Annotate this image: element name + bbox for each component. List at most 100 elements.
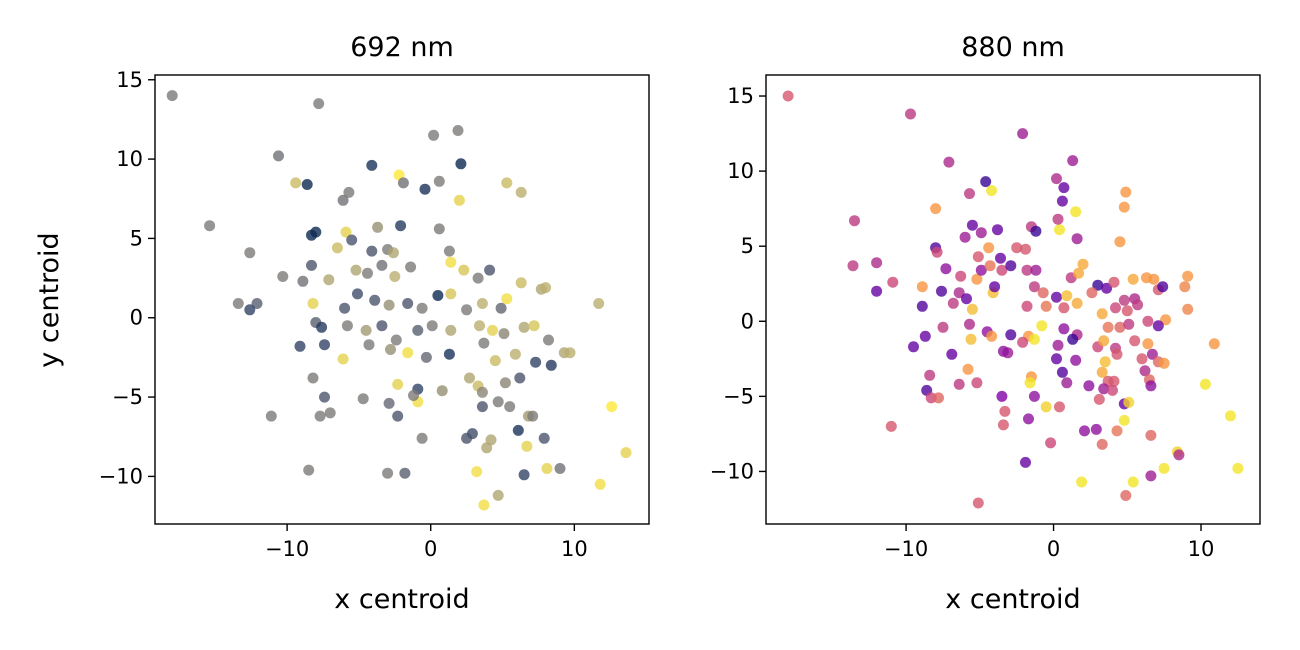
- data-point: [971, 273, 983, 285]
- data-point: [1058, 302, 1070, 314]
- data-point: [504, 401, 516, 413]
- data-point: [966, 219, 978, 231]
- data-point: [461, 432, 473, 444]
- data-point: [1020, 456, 1031, 468]
- data-point: [1040, 300, 1052, 312]
- data-point: [1182, 303, 1194, 315]
- data-point: [971, 377, 983, 389]
- data-point: [1118, 414, 1130, 426]
- data-point: [1079, 425, 1090, 437]
- data-point: [528, 320, 540, 332]
- data-point: [360, 324, 372, 336]
- data-point: [476, 386, 488, 398]
- data-point: [1071, 233, 1083, 245]
- data-point: [1118, 201, 1130, 213]
- data-point: [464, 372, 475, 384]
- data-point: [277, 271, 289, 282]
- data-point: [919, 330, 931, 342]
- data-point: [975, 264, 987, 276]
- data-point: [251, 298, 263, 309]
- data-point: [476, 298, 488, 309]
- y-tick-label: 5: [130, 226, 143, 250]
- data-point: [405, 261, 417, 273]
- data-point: [376, 259, 388, 271]
- data-point: [402, 298, 414, 309]
- y-axis-label-692nm: y centroid: [34, 232, 65, 367]
- data-point: [1108, 375, 1120, 387]
- data-point: [366, 245, 378, 257]
- x-tick-label: −10: [884, 537, 928, 561]
- data-point: [1101, 282, 1113, 294]
- x-axis-label-692nm: x centroid: [334, 584, 469, 615]
- data-point: [997, 419, 1009, 431]
- data-point: [983, 242, 995, 254]
- data-point: [1011, 242, 1023, 254]
- y-ticks-692nm: −10 −5 0 5 10 15: [99, 68, 155, 488]
- plot-frame-880nm: [765, 74, 1261, 525]
- data-point: [461, 304, 473, 316]
- data-point: [916, 281, 928, 293]
- y-tick-label: 10: [727, 159, 754, 183]
- data-point: [372, 221, 384, 233]
- data-point: [989, 281, 1001, 293]
- data-point: [313, 98, 325, 110]
- data-point: [499, 377, 511, 389]
- data-point: [1028, 281, 1040, 293]
- data-point: [337, 194, 349, 206]
- data-point: [1107, 384, 1118, 396]
- data-point: [331, 242, 343, 254]
- data-point: [501, 177, 513, 189]
- data-point: [908, 341, 919, 353]
- data-point: [357, 393, 369, 405]
- data-point: [1054, 401, 1065, 413]
- data-point: [947, 297, 959, 309]
- data-point: [389, 271, 401, 282]
- data-point: [541, 463, 553, 474]
- data-point: [916, 300, 928, 312]
- data-point: [996, 264, 1008, 276]
- data-point: [294, 340, 306, 352]
- data-point: [376, 320, 388, 332]
- data-point: [1051, 353, 1062, 365]
- data-point: [1158, 462, 1170, 474]
- data-point: [1123, 318, 1135, 330]
- data-point: [606, 401, 618, 413]
- data-point: [545, 359, 557, 371]
- data-point: [1098, 383, 1110, 395]
- data-point: [509, 348, 521, 360]
- data-point: [383, 299, 395, 311]
- data-point: [1077, 258, 1089, 270]
- data-point: [1052, 213, 1064, 225]
- data-point: [905, 108, 916, 120]
- data-point: [1160, 314, 1172, 326]
- data-point: [1179, 281, 1191, 293]
- data-point: [1132, 299, 1144, 311]
- x-tick-label: 0: [424, 537, 437, 561]
- data-point: [1123, 396, 1135, 408]
- data-point: [1028, 390, 1040, 402]
- data-point: [1023, 413, 1034, 425]
- data-point: [1005, 329, 1017, 341]
- data-point: [540, 282, 552, 294]
- data-point: [426, 320, 438, 332]
- x-ticks-880nm: −10 0 10: [884, 524, 1214, 561]
- data-point: [930, 203, 942, 215]
- data-point: [924, 369, 936, 381]
- data-point: [1114, 321, 1126, 333]
- data-point: [1146, 348, 1158, 360]
- data-point: [972, 497, 984, 509]
- data-point: [472, 272, 484, 284]
- chart-title-692nm: 692 nm: [350, 32, 454, 63]
- data-point: [1157, 281, 1169, 293]
- data-point: [871, 257, 883, 269]
- data-point: [1040, 401, 1052, 413]
- data-point: [1020, 243, 1031, 255]
- data-point: [366, 159, 378, 171]
- data-point: [1127, 273, 1139, 285]
- data-point: [961, 293, 972, 305]
- data-point: [445, 324, 457, 336]
- data-point: [346, 234, 358, 246]
- data-point: [416, 302, 428, 314]
- data-point: [885, 420, 897, 432]
